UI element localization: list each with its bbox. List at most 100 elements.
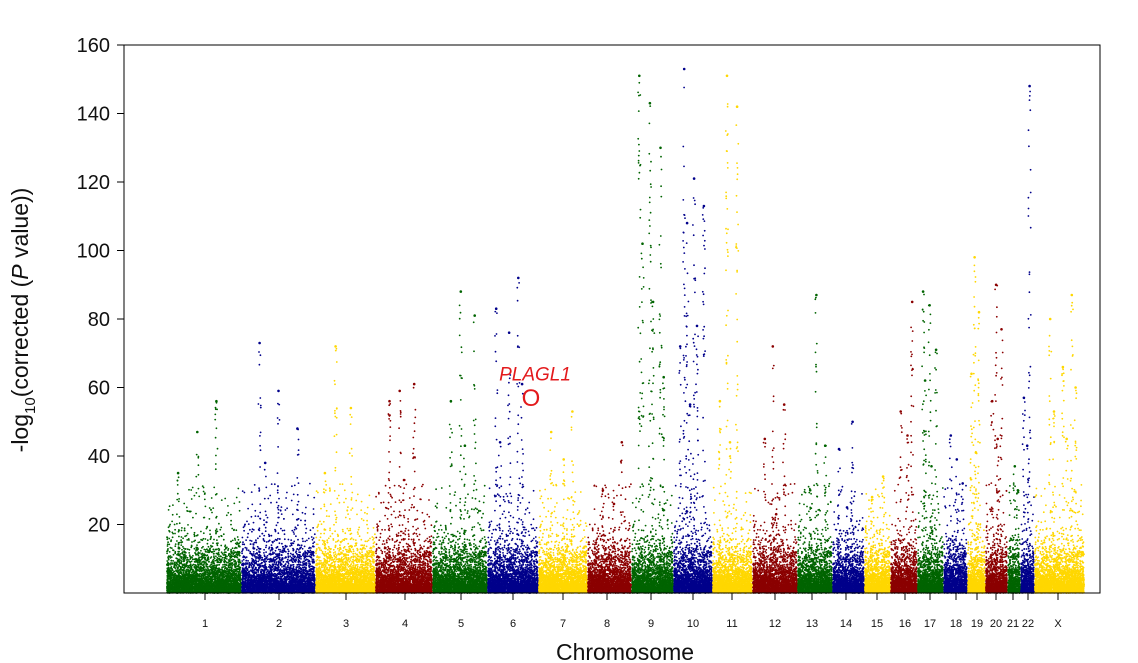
peak-point-chr19: [978, 311, 981, 314]
y-tick-label: 140: [77, 104, 110, 126]
peak-point-chrX: [1065, 438, 1068, 441]
peak-point-chr12: [772, 345, 775, 348]
x-tick-label-chr2: 2: [276, 618, 282, 630]
x-tick-label-chr8: 8: [604, 618, 610, 630]
y-tick-label: 160: [77, 35, 110, 57]
y-axis-title-part-a: (corrected (: [7, 279, 33, 397]
peak-point-chr4: [403, 479, 406, 482]
peak-point-chr8: [602, 489, 605, 492]
x-tick-label-chr17: 17: [924, 618, 936, 630]
peak-point-chr16: [899, 410, 902, 413]
peak-point-chr19: [970, 373, 973, 376]
peak-point-chr22: [1026, 444, 1029, 447]
x-tick-label-chr15: 15: [871, 618, 883, 630]
peak-point-chr7: [562, 458, 565, 461]
peak-point-chr15: [882, 475, 885, 478]
peak-point-chr2: [258, 342, 261, 345]
peak-point-chr5: [450, 400, 453, 403]
peak-point-chr2: [296, 427, 299, 430]
peak-point-chr10: [696, 325, 699, 328]
x-tick-label-chr20: 20: [990, 618, 1002, 630]
x-tick-label-chr7: 7: [560, 618, 566, 630]
y-axis-title: -log10(corrected (P value)): [7, 188, 39, 453]
peak-point-chr4: [413, 383, 416, 386]
peak-point-chr18: [950, 434, 953, 437]
peak-point-chr8: [613, 503, 616, 506]
y-axis-title-part-b: value)): [7, 188, 33, 265]
peak-point-chr6: [508, 331, 511, 334]
peak-point-chr10: [693, 177, 696, 180]
points-layer: [166, 68, 1085, 594]
y-tick-label: 60: [88, 378, 110, 400]
peak-point-chr11: [719, 400, 722, 403]
peak-point-chr11: [736, 105, 739, 108]
peak-point-chr19: [973, 256, 976, 259]
peak-point-chr9: [641, 242, 644, 245]
peak-point-chr22: [1028, 85, 1031, 88]
peak-point-chr17: [922, 290, 925, 293]
peak-point-chr10: [679, 345, 682, 348]
x-tick-label-chr11: 11: [726, 618, 737, 630]
peak-point-chr10: [683, 68, 686, 71]
peak-point-chr8: [621, 441, 624, 444]
y-tick-label: 40: [88, 446, 110, 468]
peak-point-chr10: [703, 205, 706, 208]
peak-point-chr9: [638, 75, 641, 78]
annotation-label-plagl1: PLAGL1: [499, 365, 571, 386]
peak-point-chr17: [930, 465, 933, 468]
x-tick-label-chr9: 9: [648, 618, 654, 630]
peak-point-chr17: [924, 379, 927, 382]
peak-point-chr21: [1014, 465, 1017, 468]
x-tick-label-chr19: 19: [971, 618, 983, 630]
peak-point-chr7: [550, 431, 553, 434]
x-tick-label-chr22: 22: [1022, 618, 1034, 630]
x-tick-label-chr3: 3: [343, 618, 349, 630]
peak-point-chr2: [264, 462, 267, 465]
peak-point-chr10: [686, 222, 689, 225]
x-tick-label-chr16: 16: [899, 618, 911, 630]
peak-point-chr10: [689, 403, 692, 406]
peak-point-chr1: [177, 472, 180, 475]
peak-point-chr5: [464, 444, 467, 447]
peak-point-chr11: [729, 441, 732, 444]
y-axis-title-prefix: -log: [7, 414, 33, 452]
x-tick-label-chr18: 18: [950, 618, 962, 630]
peak-point-chr1: [215, 400, 218, 403]
x-tick-label-chr6: 6: [510, 618, 516, 630]
peak-point-chr12: [764, 438, 767, 441]
x-tick-label-chr14: 14: [840, 618, 852, 630]
peak-point-chr1: [196, 431, 199, 434]
peak-point-chr18: [956, 458, 959, 461]
x-axis: 1 2 3 4 5 6 7 8 9 10 11 12 13 14 15 16 17 18 19 20 21 22 X: [202, 593, 1062, 630]
peak-point-chr20: [991, 400, 994, 403]
peak-point-chr20: [1000, 328, 1003, 331]
peak-point-chr9: [662, 376, 665, 379]
peak-point-chr13: [815, 294, 818, 297]
peak-point-chr14: [838, 448, 841, 451]
peak-point-chr3: [324, 472, 327, 475]
x-tick-label-chrX: X: [1054, 618, 1062, 630]
peak-point-chr17: [928, 304, 931, 307]
peak-point-chr2: [277, 390, 280, 393]
x-tick-label-chr4: 4: [402, 618, 408, 630]
peak-point-chr4: [398, 390, 401, 393]
peak-point-chr12: [775, 513, 778, 516]
peak-point-chr20: [995, 284, 998, 287]
peak-point-chr12: [783, 403, 786, 406]
x-tick-label-chr5: 5: [458, 618, 464, 630]
peak-point-chr6: [495, 307, 498, 310]
x-axis-title: Chromosome: [556, 639, 694, 663]
x-tick-label-chr12: 12: [769, 618, 781, 630]
plot-frame: [124, 45, 1100, 593]
peak-point-chr3: [350, 407, 353, 410]
x-tick-label-chr10: 10: [687, 618, 699, 630]
peak-point-chrX: [1071, 294, 1074, 297]
peak-point-chr14: [846, 506, 849, 509]
background-points: [166, 82, 1085, 594]
peak-point-chr20: [996, 438, 999, 441]
y-tick-label: 80: [88, 309, 110, 331]
peak-point-chr17: [935, 349, 938, 352]
peak-point-chr22: [1023, 397, 1026, 400]
peak-point-chr7: [571, 410, 574, 413]
